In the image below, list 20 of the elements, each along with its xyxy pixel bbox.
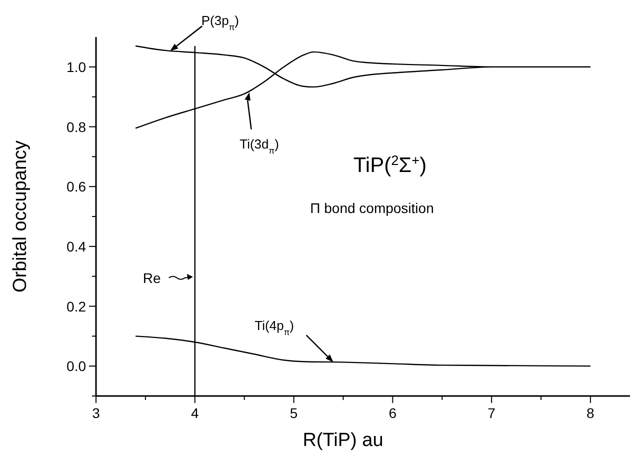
y-tick-label: 0.6 xyxy=(66,178,86,195)
x-tick-label: 4 xyxy=(190,405,199,421)
y-tick-label: 0.2 xyxy=(66,298,86,314)
x-tick-label: 7 xyxy=(488,405,496,421)
text: Π bond composition xyxy=(310,200,434,216)
annotation: P(3p$_{π}$) xyxy=(201,13,239,32)
y-tick-label: 0.8 xyxy=(66,118,86,135)
y-axis-title: Orbital occupancy xyxy=(10,140,31,293)
x-tick-label: 3 xyxy=(92,405,100,421)
annotation: Ti(4p$_{π}$) xyxy=(254,318,294,338)
x-tick-label: 6 xyxy=(388,405,397,421)
annotation: Ti(3d$_{π}$) xyxy=(240,136,279,156)
x-axis-title: R(TiP) au xyxy=(302,430,384,451)
text: TiP($^{2}$Σ$^{+}$) xyxy=(353,152,427,177)
x-tick-label: 8 xyxy=(586,405,595,421)
y-tick-label: 1.0 xyxy=(66,58,86,75)
y-tick-label: 0.0 xyxy=(66,358,86,374)
ref-line-label: Re xyxy=(142,270,161,286)
x-tick-label: 5 xyxy=(290,405,298,421)
y-tick-label: 0.4 xyxy=(66,238,86,254)
